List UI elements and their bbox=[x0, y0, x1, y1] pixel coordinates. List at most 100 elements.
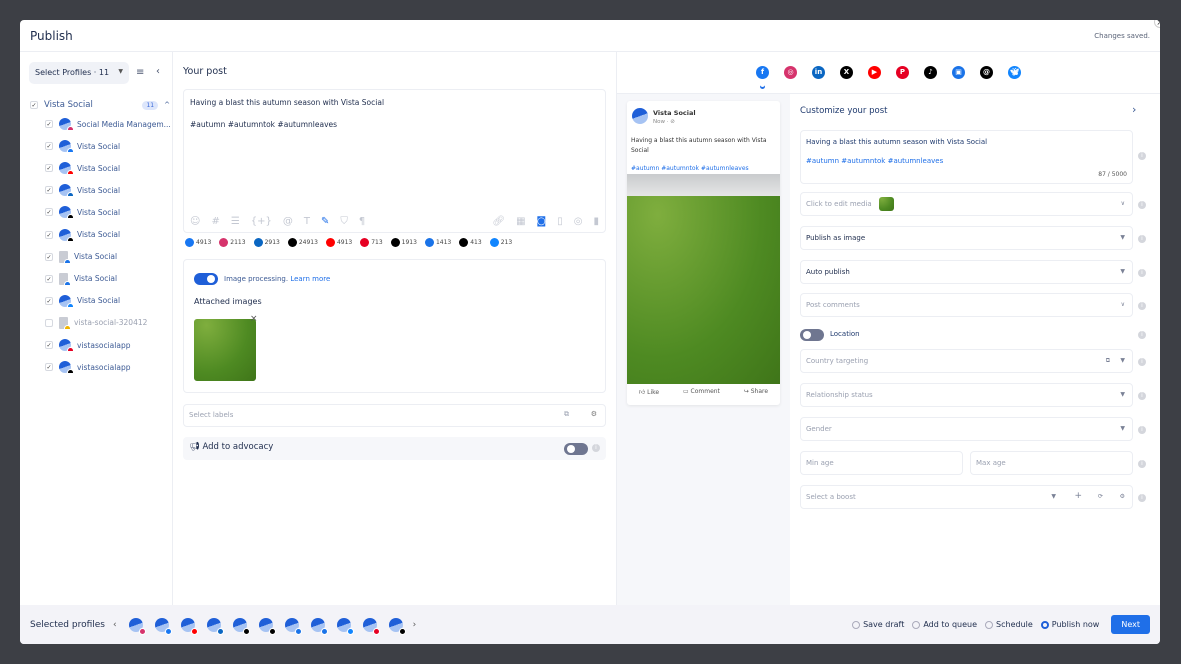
group-checkbox[interactable]: ✓ bbox=[30, 101, 38, 109]
tab-bluesky-icon[interactable]: 🦋︎ bbox=[1008, 66, 1021, 79]
info-icon[interactable]: i bbox=[1138, 201, 1146, 209]
profile-item[interactable]: ✓ Vista Social bbox=[45, 140, 170, 153]
copy-icon[interactable]: ⧉ bbox=[564, 410, 569, 418]
selected-profile-avatar[interactable] bbox=[388, 617, 406, 635]
publish-as-select[interactable]: Publish as image ▼ bbox=[800, 226, 1133, 250]
saved-captions-icon[interactable]: ☰ bbox=[230, 216, 240, 227]
refresh-icon[interactable]: ⟳ bbox=[1097, 493, 1103, 500]
info-icon[interactable]: i bbox=[1138, 235, 1146, 243]
share-button[interactable]: ↪ Share bbox=[743, 388, 769, 395]
profile-checkbox[interactable]: ✓ bbox=[45, 296, 53, 305]
info-icon[interactable]: i bbox=[1138, 302, 1146, 310]
canva-icon[interactable]: ◎ bbox=[573, 216, 583, 227]
comment-button[interactable]: ▭ Comment bbox=[682, 388, 720, 395]
copy-icon[interactable]: ⧉ bbox=[1105, 357, 1110, 364]
image-processing-toggle[interactable] bbox=[194, 273, 218, 285]
profile-item[interactable]: ✓ vistasocialapp bbox=[45, 361, 170, 374]
info-icon[interactable]: i bbox=[592, 444, 600, 452]
profile-item[interactable]: ✓ Social Media Managem... bbox=[45, 118, 170, 130]
paragraph-icon[interactable]: ¶ bbox=[358, 216, 366, 227]
selected-profile-avatar[interactable] bbox=[180, 617, 198, 635]
variables-icon[interactable]: {+} bbox=[250, 216, 272, 227]
auto-publish-select[interactable]: Auto publish ▼ bbox=[800, 260, 1133, 284]
relationship-status-select[interactable]: Relationship status ▼ bbox=[800, 383, 1133, 407]
select-profiles-dropdown[interactable]: Select Profiles · 11 ▼ bbox=[29, 62, 129, 84]
tab-tiktok-icon[interactable]: ♪ bbox=[924, 66, 937, 79]
selected-profile-avatar[interactable] bbox=[128, 617, 146, 635]
edit-media-dropdown[interactable]: Click to edit media ∨ bbox=[800, 192, 1133, 216]
gender-select[interactable]: Gender ▼ bbox=[800, 417, 1133, 441]
tab-linkedin-icon[interactable]: in bbox=[812, 66, 825, 79]
ai-wand-icon[interactable]: ✎ bbox=[321, 216, 330, 227]
info-icon[interactable]: i bbox=[1138, 358, 1146, 366]
tab-threads-icon[interactable]: @ bbox=[980, 66, 993, 79]
radio-publish-now[interactable]: Publish now bbox=[1040, 620, 1099, 629]
profile-checkbox[interactable]: ✓ bbox=[45, 230, 53, 239]
profile-checkbox[interactable]: ✓ bbox=[45, 341, 53, 349]
camera-icon[interactable]: ◙ bbox=[536, 216, 547, 227]
mention-icon[interactable]: @ bbox=[282, 216, 293, 227]
profile-checkbox[interactable]: ✓ bbox=[45, 120, 53, 128]
tab-x-icon[interactable]: X bbox=[840, 66, 853, 79]
selected-profile-avatar[interactable] bbox=[310, 617, 328, 635]
tab-pinterest-icon[interactable]: P bbox=[896, 66, 909, 79]
profile-checkbox[interactable]: ✓ bbox=[45, 274, 53, 283]
chevron-right-icon[interactable]: › bbox=[1132, 103, 1137, 116]
emoji-icon[interactable]: ☺ bbox=[190, 216, 201, 227]
info-icon[interactable]: i bbox=[1138, 460, 1146, 468]
radio-schedule[interactable]: Schedule bbox=[985, 620, 1033, 629]
video-icon[interactable]: ▦ bbox=[516, 216, 526, 227]
min-age-input[interactable]: Min age bbox=[800, 451, 963, 475]
selected-profile-avatar[interactable] bbox=[362, 617, 380, 635]
profile-checkbox[interactable]: ✓ bbox=[45, 363, 53, 372]
info-icon[interactable]: i bbox=[1138, 426, 1146, 434]
info-icon[interactable]: i bbox=[1138, 152, 1146, 160]
profile-item[interactable]: ✓ Vista Social bbox=[45, 272, 170, 285]
boost-select[interactable]: Select a boost ▼ + ⟳ ⚙ bbox=[800, 485, 1133, 509]
profile-item[interactable]: vista-social-320412 bbox=[45, 316, 170, 329]
profile-checkbox[interactable]: ✓ bbox=[45, 164, 53, 173]
learn-more-link[interactable]: Learn more bbox=[290, 275, 331, 283]
like-button[interactable]: 👍︎ Like bbox=[638, 389, 660, 396]
next-button[interactable]: Next bbox=[1111, 615, 1150, 634]
tab-facebook-icon[interactable]: f bbox=[756, 66, 769, 79]
post-text-editor[interactable]: Having a blast this autumn season with V… bbox=[183, 89, 606, 233]
profile-checkbox[interactable]: ✓ bbox=[45, 142, 53, 151]
info-icon[interactable]: i bbox=[1138, 494, 1146, 502]
link-icon[interactable]: 🔗︎ bbox=[492, 216, 506, 227]
max-age-input[interactable]: Max age bbox=[970, 451, 1133, 475]
location-toggle[interactable] bbox=[800, 329, 824, 341]
selected-profile-avatar[interactable] bbox=[232, 617, 250, 635]
settings-gear-icon[interactable]: ⚙ bbox=[1119, 493, 1125, 500]
hashtag-icon[interactable]: # bbox=[211, 216, 220, 227]
scroll-left-icon[interactable]: ‹ bbox=[113, 619, 117, 630]
country-targeting-select[interactable]: Country targeting ⧉ ▼ bbox=[800, 349, 1133, 373]
profile-checkbox[interactable]: ✓ bbox=[45, 186, 53, 195]
profile-item[interactable]: ✓ Vista Social bbox=[45, 294, 170, 307]
selected-profile-avatar[interactable] bbox=[258, 617, 276, 635]
profile-checkbox[interactable]: ✓ bbox=[45, 208, 53, 217]
labels-select[interactable]: Select labels ⧉ ⚙ bbox=[183, 404, 606, 427]
tab-instagram-icon[interactable]: ◎ bbox=[784, 66, 797, 79]
add-boost-icon[interactable]: + bbox=[1074, 491, 1082, 501]
shield-icon[interactable]: ⛉ bbox=[340, 216, 348, 227]
profile-item[interactable]: ✓ Vista Social bbox=[45, 206, 170, 219]
profile-checkbox[interactable]: ✓ bbox=[45, 252, 53, 261]
selected-profile-avatar[interactable] bbox=[206, 617, 224, 635]
tab-youtube-icon[interactable]: ▶ bbox=[868, 66, 881, 79]
info-icon[interactable]: i bbox=[1138, 331, 1146, 339]
profile-item[interactable]: ✓ Vista Social bbox=[45, 250, 170, 263]
document-icon[interactable]: ▯ bbox=[557, 216, 563, 227]
selected-profile-avatar[interactable] bbox=[336, 617, 354, 635]
poll-icon[interactable]: ▮ bbox=[593, 216, 599, 227]
close-icon[interactable]: × bbox=[1154, 20, 1160, 28]
info-icon[interactable]: i bbox=[1138, 269, 1146, 277]
profile-item[interactable]: ✓ Vista Social bbox=[45, 184, 170, 197]
profile-item[interactable]: ✓ vistasocialapp bbox=[45, 339, 170, 351]
attached-image-thumbnail[interactable] bbox=[194, 319, 256, 381]
text-format-icon[interactable]: T bbox=[303, 216, 311, 227]
remove-image-icon[interactable]: × bbox=[250, 314, 258, 324]
selected-profile-avatar[interactable] bbox=[154, 617, 172, 635]
chevron-up-icon[interactable]: ^ bbox=[164, 101, 170, 109]
settings-gear-icon[interactable]: ⚙ bbox=[590, 410, 597, 418]
